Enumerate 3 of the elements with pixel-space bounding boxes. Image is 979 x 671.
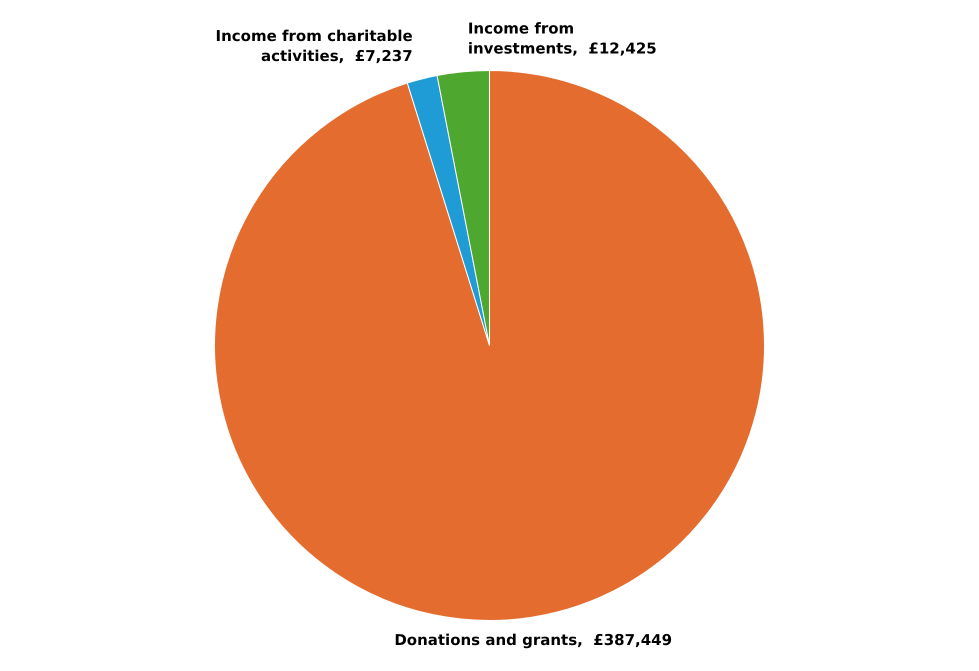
slice-label: Income from investments, £12,425 (468, 20, 657, 58)
slice-label: Donations and grants, £387,449 (394, 631, 672, 650)
slice-label: Income from charitable activities, £7,237 (216, 27, 413, 66)
